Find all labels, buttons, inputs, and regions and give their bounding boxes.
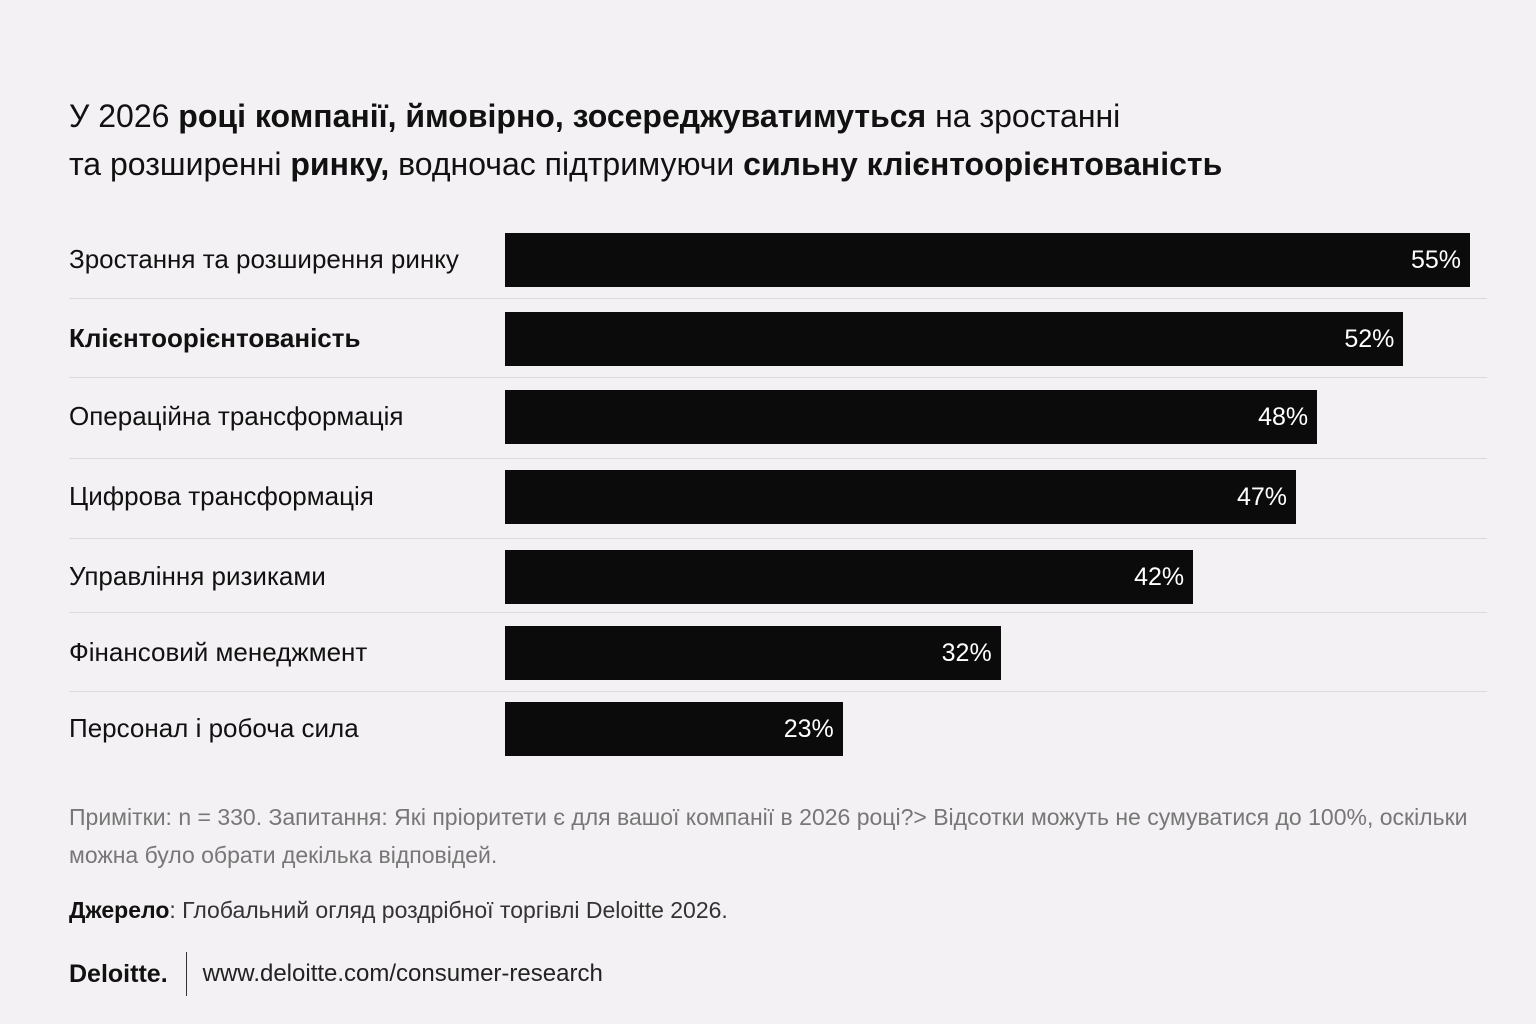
- row-separator: [69, 458, 1487, 459]
- bar-row: Цифрова трансформація 47%: [69, 457, 1487, 536]
- bar: 48%: [505, 390, 1318, 444]
- category-label: Фінансовий менеджмент: [69, 637, 368, 667]
- value-label: 32%: [941, 639, 992, 667]
- title-segment: водночас підтримуючи: [389, 146, 744, 182]
- title-segment: ринку,: [290, 146, 390, 182]
- value-label: 42%: [1134, 563, 1185, 591]
- category-label: Операційна трансформація: [69, 401, 404, 431]
- footer: Deloitte. www.deloitte.com/consumer-rese…: [69, 952, 603, 996]
- bar: 55%: [505, 233, 1470, 287]
- website-link[interactable]: www.deloitte.com/consumer-research: [202, 960, 603, 987]
- bar-row: Клієнтоорієнтованість 52%: [69, 299, 1487, 378]
- row-separator: [69, 377, 1487, 378]
- bar: 32%: [505, 626, 1001, 680]
- title-segment: та розширенні: [69, 146, 291, 182]
- row-separator: [69, 691, 1487, 692]
- deloitte-logo: Deloitte.: [69, 959, 168, 988]
- bar: 23%: [505, 702, 843, 756]
- bar: 52%: [505, 312, 1404, 366]
- value-label: 47%: [1237, 483, 1288, 511]
- title-segment: У 2026: [69, 98, 179, 134]
- bar-row: Управління ризиками 42%: [69, 537, 1487, 616]
- value-label: 55%: [1410, 246, 1461, 274]
- title-segment: на зростанні: [926, 98, 1121, 134]
- bar-row: Персонал і робоча сила 23%: [69, 689, 1487, 768]
- category-label: Персонал і робоча сила: [69, 713, 359, 743]
- category-label: Управління ризиками: [69, 561, 326, 591]
- row-separator: [69, 538, 1487, 539]
- category-label: Зростання та розширення ринку: [69, 244, 459, 274]
- value-label: 48%: [1258, 403, 1309, 431]
- row-separator: [69, 298, 1487, 299]
- title-segment: році компанії, ймовірно, зосереджуватиму…: [178, 98, 927, 134]
- divider: [185, 952, 187, 996]
- category-label: Цифрова трансформація: [69, 481, 374, 511]
- bar-row: Операційна трансформація 48%: [69, 377, 1487, 456]
- row-separator: [69, 612, 1487, 613]
- title-segment: сильну клієнтоорієнтованість: [743, 146, 1223, 182]
- value-label: 52%: [1344, 325, 1395, 353]
- notes: Примітки: n = 330. Запитання: Які пріори…: [69, 804, 1468, 868]
- bar: 47%: [505, 470, 1297, 524]
- chart-title: У 2026 році компанії, ймовірно, зосередж…: [69, 92, 1469, 188]
- source: Джерело: Глобальний огляд роздрібної тор…: [69, 892, 728, 928]
- bar-row: Зростання та розширення ринку 55%: [69, 220, 1487, 299]
- source-label: Джерело: [69, 897, 170, 923]
- bar-row: Фінансовий менеджмент 32%: [69, 613, 1487, 692]
- value-label: 23%: [783, 715, 834, 743]
- source-text: : Глобальний огляд роздрібної торгівлі D…: [169, 897, 728, 923]
- bar: 42%: [505, 550, 1194, 604]
- category-label: Клієнтоорієнтованість: [69, 323, 361, 353]
